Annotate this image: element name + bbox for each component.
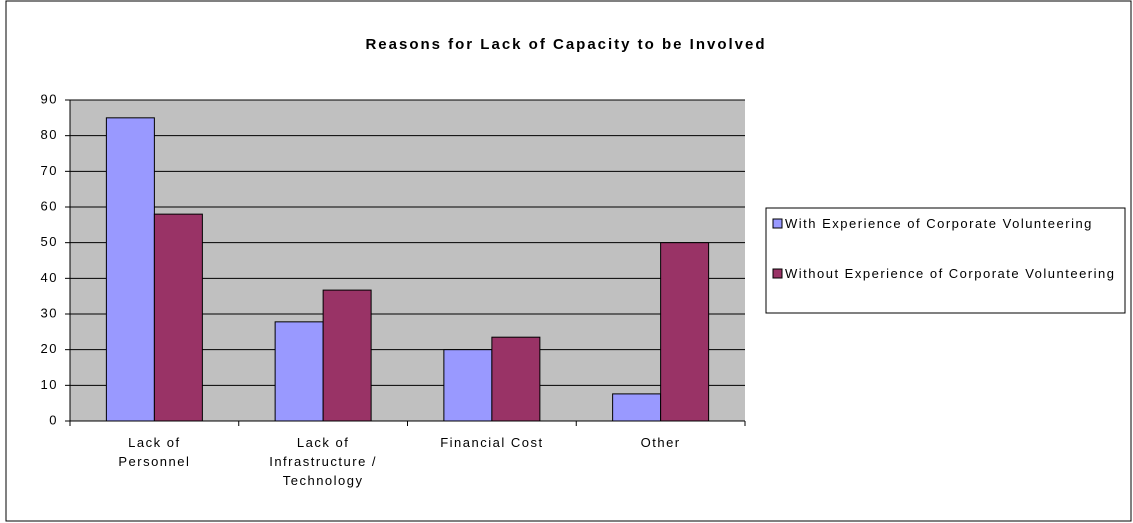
y-tick-label: 10 xyxy=(41,377,58,392)
bar xyxy=(153,213,203,422)
y-tick-label: 80 xyxy=(41,127,58,142)
chart-title: Reasons for Lack of Capacity to be Invol… xyxy=(365,36,766,53)
bar xyxy=(105,117,155,422)
y-tick-label: 20 xyxy=(41,341,58,356)
y-tick-label: 30 xyxy=(41,305,58,320)
y-tick-label: 0 xyxy=(49,412,58,427)
bar xyxy=(322,289,372,422)
bar xyxy=(443,349,493,422)
bar xyxy=(660,242,710,422)
legend-swatch xyxy=(772,268,783,279)
legend-swatch xyxy=(772,218,783,229)
legend-label: With Experience of Corporate Volunteerin… xyxy=(785,216,1093,231)
y-tick-label: 40 xyxy=(41,270,58,285)
y-tick-label: 90 xyxy=(41,91,58,106)
y-tick-label: 70 xyxy=(41,163,58,178)
bar xyxy=(491,336,541,422)
x-tick-label: Lack of Personnel xyxy=(118,435,191,469)
bar xyxy=(612,393,662,422)
legend-box xyxy=(765,207,1126,314)
bar xyxy=(274,321,324,422)
x-tick-label: Financial Cost xyxy=(440,435,544,450)
legend-label: Without Experience of Corporate Voluntee… xyxy=(785,266,1116,281)
y-tick-label: 60 xyxy=(41,198,58,213)
x-tick-label: Lack of Infrastructure / Technology xyxy=(269,435,378,488)
x-tick-label: Other xyxy=(640,435,681,450)
y-tick-label: 50 xyxy=(41,234,58,249)
